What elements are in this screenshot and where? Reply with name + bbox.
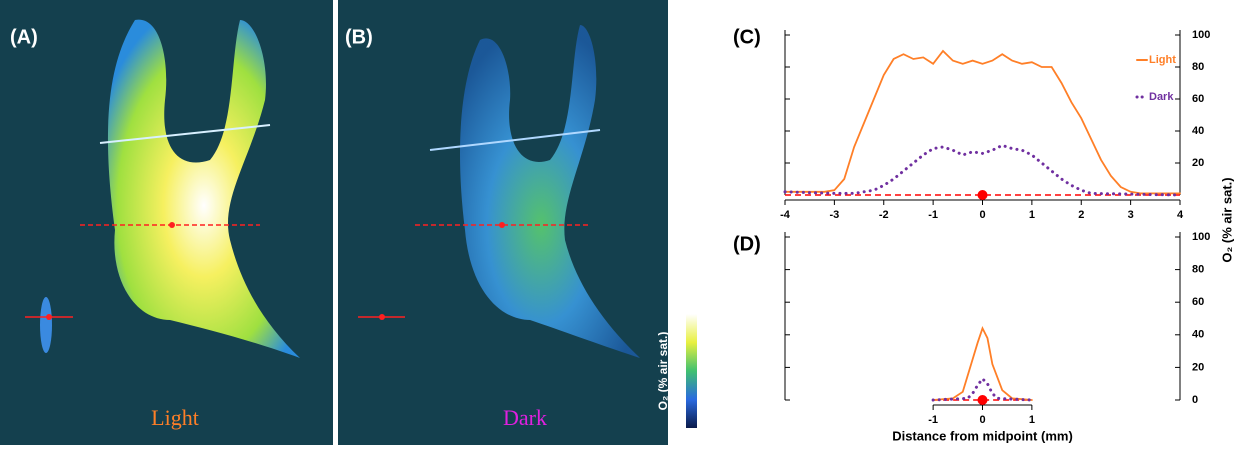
midpoint-marker [978,395,988,405]
midpoint-marker [978,190,988,200]
colorbar [686,314,697,428]
x-tick-label: 0 [979,414,985,426]
y-tick-label: 20 [1192,157,1204,169]
colorbar-tick-label: 50 [703,365,715,377]
data-line [785,51,1180,193]
x-tick-label: 4 [1177,209,1184,221]
panel-label: (C) [733,26,761,48]
y-axis-label: O₂ (% air sat.) [1219,177,1234,262]
y-tick-label: 40 [1192,329,1204,341]
x-tick-label: 0 [979,209,985,221]
colorbar-tick-label: 100 [703,308,721,320]
x-tick-label: 3 [1128,209,1134,221]
x-tick-label: -1 [928,209,938,221]
legend-label: Light [1149,54,1176,66]
figure: (A) (B) Light Dark O₂ (% air sat.) 10075… [0,0,1241,445]
data-line [933,328,1032,400]
y-tick-label: 80 [1192,264,1204,276]
panel-label: (B) [345,26,373,48]
y-tick-label: 0 [1192,394,1198,406]
x-tick-label: 1 [1029,414,1035,426]
x-tick-label: 1 [1029,209,1035,221]
y-tick-label: 60 [1192,296,1204,308]
x-tick-label: -2 [879,209,889,221]
x-tick-label: -3 [829,209,839,221]
image-a [0,0,333,445]
x-tick-label: -1 [928,414,938,426]
panel-label: (D) [733,233,761,255]
y-tick-label: 20 [1192,361,1204,373]
colorbar-tick-label: 0 [703,422,709,434]
y-tick-label: 40 [1192,125,1204,137]
y-tick-label: 100 [1192,231,1210,243]
caption: Light [151,405,199,430]
colorbar-label: O₂ (% air sat.) [656,332,670,411]
y-tick-label: 100 [1192,29,1210,41]
x-tick-label: 2 [1078,209,1084,221]
colorbar-tick-label: 25 [703,393,715,405]
x-axis-label: Distance from midpoint (mm) [892,428,1073,443]
caption: Dark [503,405,547,430]
x-tick-label: -4 [780,209,791,221]
y-tick-label: 60 [1192,93,1204,105]
y-tick-label: 80 [1192,61,1204,73]
panel-label: (A) [10,26,38,48]
colorbar-tick-label: 75 [703,336,715,348]
legend-label: Dark [1149,91,1174,103]
image-b [338,0,668,445]
